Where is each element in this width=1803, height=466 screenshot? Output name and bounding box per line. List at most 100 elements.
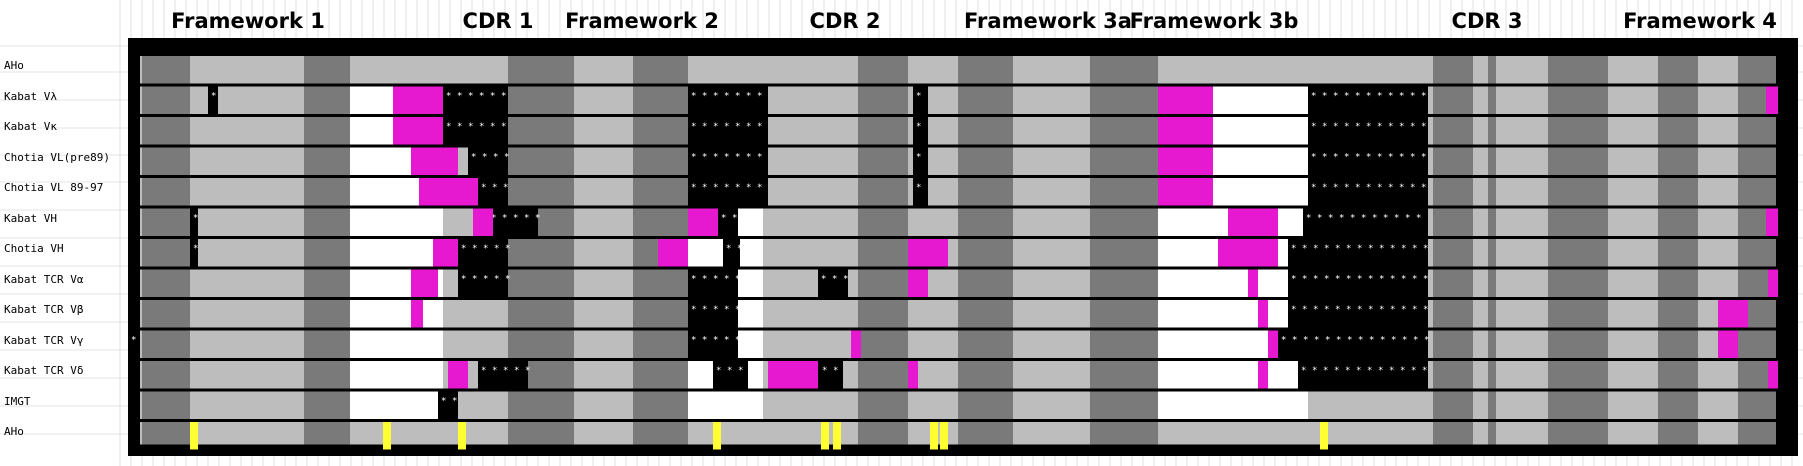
highlight-cell <box>458 422 466 450</box>
gap-asterisk-icon: * <box>1357 305 1362 315</box>
gap-asterisk-icon: * <box>1344 153 1349 163</box>
gap-asterisk-icon: * <box>1317 214 1322 224</box>
gap-block <box>438 391 458 419</box>
gap-block <box>723 239 740 267</box>
gap-asterisk-icon: * <box>1333 183 1338 193</box>
section-title: Framework 3a <box>964 9 1132 33</box>
column-band <box>1548 56 1608 445</box>
gap-block <box>688 330 738 358</box>
gap-asterisk-icon: * <box>1366 92 1371 102</box>
insertion-cell <box>411 300 423 328</box>
gap-asterisk-icon: * <box>1399 122 1404 132</box>
gap-asterisk-icon: * <box>724 183 729 193</box>
column-band <box>574 56 633 445</box>
gap-block <box>688 86 768 114</box>
gap-block <box>1278 330 1428 358</box>
gap-asterisk-icon: * <box>821 275 826 285</box>
gap-asterisk-icon: * <box>735 92 740 102</box>
gap-block <box>443 86 508 114</box>
gap-asterisk-icon: * <box>691 92 696 102</box>
gap-block <box>688 178 768 206</box>
numbering-table: * * * * * * * * * * * * * * * * * * * * * * * * * * * * * * * * * * * * * * * *… <box>128 38 1798 456</box>
insertion-cell <box>1158 86 1213 114</box>
section-title: Framework 2 <box>565 9 719 33</box>
gap-block <box>1303 208 1428 236</box>
gap-block <box>913 117 928 145</box>
gap-block <box>688 300 738 328</box>
gap-asterisk-icon: * <box>502 214 507 224</box>
insertion-cell <box>1766 86 1778 114</box>
gap-asterisk-icon: * <box>1311 153 1316 163</box>
gap-asterisk-icon: * <box>833 366 838 376</box>
insertion-cell <box>1718 300 1748 328</box>
gap-asterisk-icon: * <box>441 397 446 407</box>
insertion-cell <box>411 147 458 175</box>
gap-asterisk-icon: * <box>446 92 451 102</box>
gap-asterisk-icon: * <box>1366 153 1371 163</box>
gap-asterisk-icon: * <box>503 366 508 376</box>
gap-asterisk-icon: * <box>713 336 718 346</box>
gap-block <box>488 208 538 236</box>
gap-asterisk-icon: * <box>1334 366 1339 376</box>
gap-block <box>128 330 138 358</box>
insertion-cell <box>908 361 918 389</box>
gap-asterisk-icon: * <box>1413 336 1418 346</box>
gap-asterisk-icon: * <box>724 92 729 102</box>
gap-asterisk-icon: * <box>724 153 729 163</box>
gap-asterisk-icon: * <box>468 92 473 102</box>
section-title: Framework 3b <box>1129 9 1299 33</box>
gap-asterisk-icon: * <box>1368 244 1373 254</box>
row-label: Kabat TCR Vδ <box>4 364 84 377</box>
gap-asterisk-icon: * <box>757 153 762 163</box>
column-band <box>1473 56 1488 445</box>
gap-asterisk-icon: * <box>1379 305 1384 315</box>
gap-asterisk-icon: * <box>1344 92 1349 102</box>
gap-asterisk-icon: * <box>735 122 740 132</box>
row-label: Kabat TCR Vβ <box>4 303 84 316</box>
gap-block <box>468 147 508 175</box>
gap-asterisk-icon: * <box>1339 214 1344 224</box>
gap-asterisk-icon: * <box>702 336 707 346</box>
column-band <box>1488 56 1496 445</box>
section-title: CDR 2 <box>809 9 881 33</box>
gap-asterisk-icon: * <box>461 244 466 254</box>
gap-asterisk-icon: * <box>505 275 510 285</box>
gap-asterisk-icon: * <box>713 153 718 163</box>
gap-asterisk-icon: * <box>1410 92 1415 102</box>
gap-asterisk-icon: * <box>1399 183 1404 193</box>
gap-block <box>688 117 768 145</box>
gap-asterisk-icon: * <box>822 366 827 376</box>
row-label: Kabat Vκ <box>4 120 57 133</box>
gap-block <box>443 117 508 145</box>
row-label: IMGT <box>4 394 31 408</box>
row-label: AHo <box>4 59 24 72</box>
insertion-cell <box>1768 269 1778 297</box>
insertion-cell <box>1766 208 1778 236</box>
gap-asterisk-icon: * <box>1313 275 1318 285</box>
insertion-cell <box>1228 208 1278 236</box>
highlight-cell <box>190 422 198 450</box>
gap-asterisk-icon: * <box>727 366 732 376</box>
gap-asterisk-icon: * <box>713 122 718 132</box>
gap-asterisk-icon: * <box>1379 244 1384 254</box>
gap-asterisk-icon: * <box>737 244 742 254</box>
column-band <box>1658 56 1698 445</box>
gap-asterisk-icon: * <box>1391 336 1396 346</box>
gap-block <box>478 178 508 206</box>
gap-asterisk-icon: * <box>1347 336 1352 346</box>
column-band <box>1496 56 1548 445</box>
gap-asterisk-icon: * <box>131 336 136 346</box>
insertion-cell <box>1158 147 1213 175</box>
gap-asterisk-icon: * <box>1377 122 1382 132</box>
gap-asterisk-icon: * <box>1312 366 1317 376</box>
gap-asterisk-icon: * <box>1344 183 1349 193</box>
row-label: Kabat VH <box>4 211 57 225</box>
gap-asterisk-icon: * <box>1388 92 1393 102</box>
gap-asterisk-icon: * <box>535 214 540 224</box>
row-label: AHo <box>4 425 24 438</box>
insertion-cell <box>393 86 443 114</box>
gap-asterisk-icon: * <box>1350 214 1355 224</box>
gap-asterisk-icon: * <box>1401 275 1406 285</box>
gap-block <box>688 269 738 297</box>
gap-asterisk-icon: * <box>1311 122 1316 132</box>
